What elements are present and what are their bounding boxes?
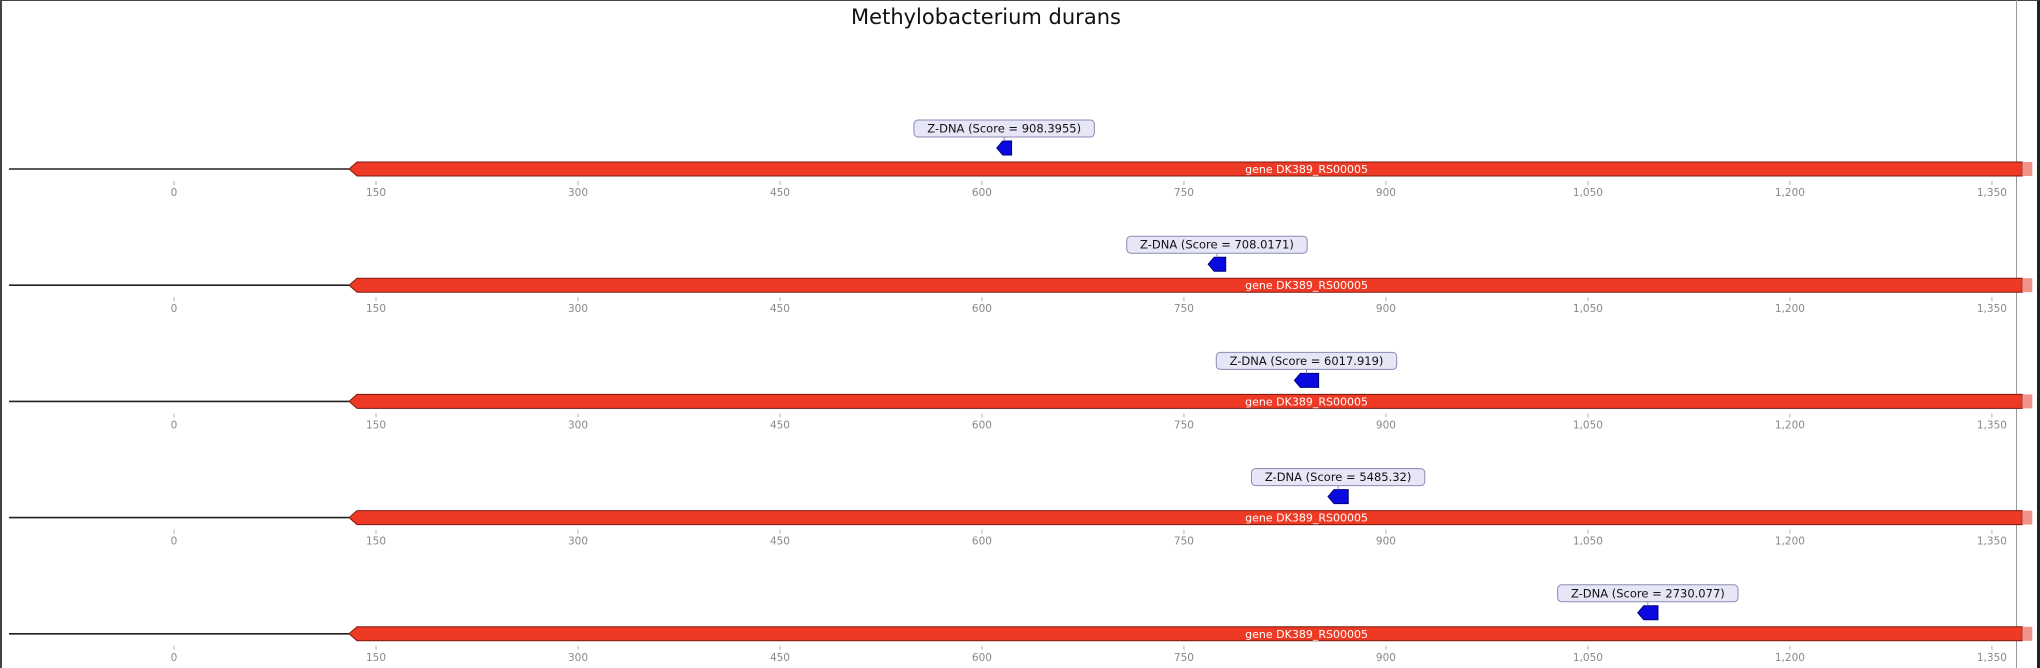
gene-arrow	[348, 626, 2023, 642]
axis-tick-label: 1,200	[1775, 536, 1805, 548]
axis-tick-label: 900	[1376, 187, 1396, 199]
axis-tick-label: 900	[1376, 303, 1396, 315]
gene-arrow	[348, 161, 2023, 177]
axis-tick-label: 600	[972, 419, 992, 431]
gene-label: gene DK389_RS00005	[1245, 512, 1368, 525]
feature-label-box	[1126, 235, 1308, 254]
axis-tick-label: 750	[1174, 652, 1194, 664]
axis-tick-label: 1,350	[1977, 652, 2007, 664]
feature-label: Z-DNA (Score = 708.0171)	[1140, 238, 1294, 252]
feature-arrow	[996, 140, 1013, 156]
feature-label: Z-DNA (Score = 908.3955)	[927, 122, 1081, 136]
gene-arrow-tail	[2022, 278, 2033, 293]
gene-arrow	[348, 393, 2023, 409]
axis-tick-label: 750	[1174, 303, 1194, 315]
axis-tick-label: 600	[972, 652, 992, 664]
feature-label-box	[1250, 468, 1426, 487]
feature-arrow	[1207, 256, 1227, 272]
gene-label: gene DK389_RS00005	[1245, 163, 1368, 176]
axis-tick-label: 0	[171, 303, 178, 315]
figure-right-rule	[2016, 0, 2017, 668]
axis-tick-label: 750	[1174, 536, 1194, 548]
axis-tick-label: 0	[171, 536, 178, 548]
axis-tick-label: 1,200	[1775, 303, 1805, 315]
track-5: gene DK389_RS00005 0 150 300 450 600 750 900 1,0…	[9, 584, 2033, 664]
feature-label-box	[1557, 584, 1739, 603]
feature-arrow	[1637, 605, 1659, 621]
gene-arrow-tail	[2022, 510, 2033, 525]
axis-tick-label: 150	[366, 303, 386, 315]
axis-tick-label: 150	[366, 419, 386, 431]
axis-tick-label: 1,350	[1977, 419, 2007, 431]
axis-tick-label: 300	[568, 419, 588, 431]
feature-arrow	[1327, 489, 1349, 505]
axis-tick-label: 1,350	[1977, 536, 2007, 548]
gene-arrow-tail	[2022, 162, 2033, 176]
figure-title: Methylobacterium durans	[851, 5, 1121, 29]
axis-tick-label: 0	[171, 187, 178, 199]
axis-tick-label: 1,200	[1775, 652, 1805, 664]
axis-tick-label: 1,050	[1573, 419, 1603, 431]
axis-tick-label: 1,200	[1775, 187, 1805, 199]
axis-tick-label: 750	[1174, 419, 1194, 431]
axis-tick-label: 900	[1376, 536, 1396, 548]
track-2: gene DK389_RS00005 0 150 300 450 600 750 900 1,0…	[9, 235, 2033, 315]
gene-arrow	[348, 510, 2023, 526]
feature-label-box	[1215, 351, 1398, 370]
axis-tick-label: 300	[568, 187, 588, 199]
gene-arrow-tail	[2022, 626, 2033, 641]
axis-tick-label: 450	[770, 187, 790, 199]
axis-tick-label: 450	[770, 536, 790, 548]
axis-tick-label: 0	[171, 419, 178, 431]
axis-tick-label: 1,050	[1573, 303, 1603, 315]
axis-tick-label: 750	[1174, 187, 1194, 199]
feature-label: Z-DNA (Score = 5485.32)	[1265, 470, 1412, 484]
axis-tick-label: 900	[1376, 419, 1396, 431]
axis-tick-label: 900	[1376, 652, 1396, 664]
axis-tick-label: 300	[568, 652, 588, 664]
axis-tick-label: 450	[770, 303, 790, 315]
axis-tick-label: 1,050	[1573, 536, 1603, 548]
axis-tick-label: 600	[972, 187, 992, 199]
axis-tick-label: 300	[568, 303, 588, 315]
feature-label-box	[913, 119, 1095, 138]
axis-tick-label: 150	[366, 652, 386, 664]
axis-tick-label: 1,050	[1573, 652, 1603, 664]
track-3: gene DK389_RS00005 0 150 300 450 600 750 900 1,0…	[9, 351, 2033, 431]
axis-tick-label: 1,200	[1775, 419, 1805, 431]
axis-tick-label: 600	[972, 536, 992, 548]
track-4: gene DK389_RS00005 0 150 300 450 600 750 900 1,0…	[9, 468, 2033, 548]
axis-tick-label: 450	[770, 419, 790, 431]
axis-tick-label: 1,050	[1573, 187, 1603, 199]
feature-arrow	[1293, 372, 1320, 388]
axis-tick-label: 150	[366, 536, 386, 548]
axis-tick-label: 1,350	[1977, 187, 2007, 199]
axis-tick-label: 0	[171, 652, 178, 664]
gene-label: gene DK389_RS00005	[1245, 628, 1368, 641]
axis-tick-label: 300	[568, 536, 588, 548]
gene-label: gene DK389_RS00005	[1245, 279, 1368, 292]
gene-arrow-tail	[2022, 394, 2033, 409]
gene-label: gene DK389_RS00005	[1245, 395, 1368, 408]
axis-tick-label: 150	[366, 187, 386, 199]
feature-label: Z-DNA (Score = 6017.919)	[1230, 354, 1384, 368]
gene-arrow	[348, 277, 2023, 293]
feature-label: Z-DNA (Score = 2730.077)	[1571, 586, 1725, 600]
axis-tick-label: 600	[972, 303, 992, 315]
axis-tick-label: 450	[770, 652, 790, 664]
axis-tick-label: 1,350	[1977, 303, 2007, 315]
track-1: gene DK389_RS00005 0 150 300 450 600 750 900 1,0…	[9, 119, 2033, 199]
